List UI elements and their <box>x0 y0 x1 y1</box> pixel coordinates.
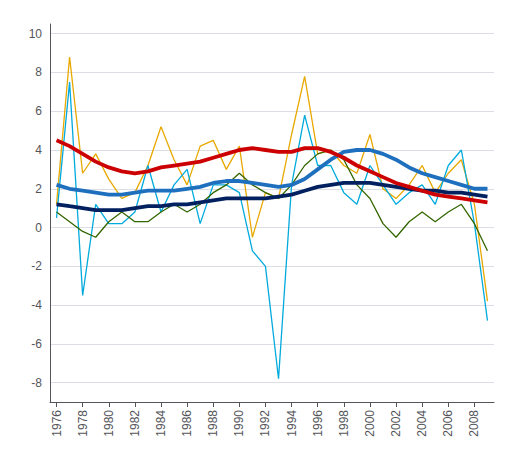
svg-text:1988: 1988 <box>206 410 220 437</box>
svg-text:4: 4 <box>35 143 42 157</box>
svg-text:0: 0 <box>35 221 42 235</box>
svg-text:1992: 1992 <box>258 410 272 437</box>
svg-text:2006: 2006 <box>441 410 455 437</box>
svg-text:-8: -8 <box>31 376 42 390</box>
svg-text:1978: 1978 <box>76 410 90 437</box>
svg-text:2000: 2000 <box>363 410 377 437</box>
svg-text:-6: -6 <box>31 337 42 351</box>
svg-text:-4: -4 <box>31 298 42 312</box>
svg-text:1986: 1986 <box>180 410 194 437</box>
svg-text:2004: 2004 <box>415 410 429 437</box>
svg-text:1990: 1990 <box>232 410 246 437</box>
svg-text:1996: 1996 <box>311 410 325 437</box>
svg-text:10: 10 <box>29 27 43 41</box>
svg-text:1984: 1984 <box>154 410 168 437</box>
svg-text:8: 8 <box>35 65 42 79</box>
svg-text:2002: 2002 <box>389 410 403 437</box>
svg-text:6: 6 <box>35 104 42 118</box>
svg-text:1980: 1980 <box>102 410 116 437</box>
svg-text:2: 2 <box>35 182 42 196</box>
svg-text:1998: 1998 <box>337 410 351 437</box>
svg-text:2008: 2008 <box>467 410 481 437</box>
svg-text:1982: 1982 <box>128 410 142 437</box>
svg-text:1994: 1994 <box>285 410 299 437</box>
svg-text:1976: 1976 <box>50 410 64 437</box>
svg-text:-2: -2 <box>31 259 42 273</box>
